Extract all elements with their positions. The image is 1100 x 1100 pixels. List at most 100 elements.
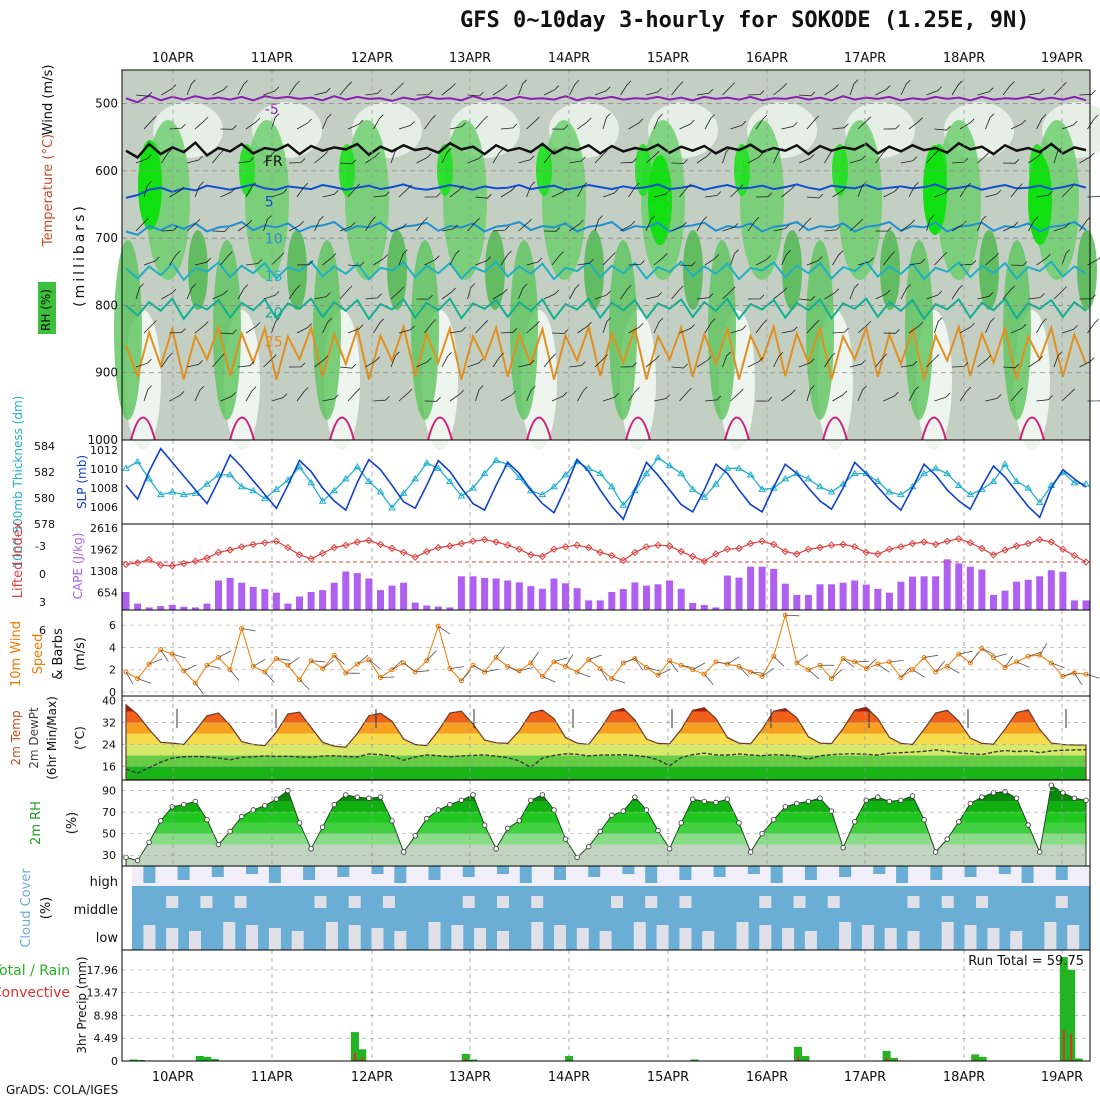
wind-barb — [1004, 655, 1014, 668]
wind-barb — [526, 116, 540, 130]
wind-speed-point — [262, 669, 268, 675]
wind-barb — [959, 182, 971, 198]
rh-point — [643, 807, 650, 813]
rh-point — [574, 854, 580, 861]
wind-barb — [1053, 286, 1067, 300]
wind-barb — [449, 250, 460, 266]
wind-barb — [704, 191, 722, 198]
wind-speed-point — [701, 671, 707, 677]
wind-barb — [569, 284, 580, 300]
cape-bar — [261, 589, 269, 610]
wind-barb — [796, 654, 809, 664]
wind-barb — [577, 259, 594, 266]
thickness-point — [341, 474, 350, 482]
low-cloud-cell — [884, 928, 897, 950]
wind-barb — [730, 120, 747, 130]
thickness-tick-label: 582 — [34, 466, 55, 479]
cape-bar — [816, 584, 824, 610]
wind-barb — [602, 113, 611, 130]
wind-barb — [569, 80, 580, 96]
wind-speed-point — [516, 668, 522, 674]
precip-bar — [203, 1056, 212, 1061]
date-label-bottom: 15APR — [647, 1070, 689, 1085]
high-cloud-cell — [896, 866, 909, 883]
lifted-index-point — [122, 560, 130, 569]
thickness-point — [769, 484, 778, 491]
rh-point — [516, 818, 522, 824]
wind-barb — [212, 85, 228, 96]
lifted-index-point — [989, 551, 998, 559]
lifted-index-point — [168, 562, 176, 570]
wind-barb — [288, 284, 301, 300]
wind-barb — [1028, 356, 1043, 368]
wind-barb — [135, 154, 152, 164]
wind-barb — [806, 385, 815, 402]
cape-bar — [122, 592, 130, 610]
thickness-point — [781, 474, 790, 482]
wind-barb — [475, 320, 489, 334]
wind-barb — [857, 116, 871, 130]
wind-barb — [722, 351, 731, 368]
date-label-top: 12APR — [351, 51, 393, 66]
rh-moist-band — [510, 240, 538, 420]
rh-point — [470, 792, 476, 798]
rh-color-band — [126, 812, 1086, 823]
wind-barb — [398, 121, 415, 130]
convective-bar — [1062, 1029, 1065, 1061]
wind-barb — [883, 251, 896, 266]
middle-cloud-cell — [793, 896, 806, 908]
lifted-index-point — [1024, 539, 1032, 548]
wind-barb — [696, 151, 712, 164]
precip-tick-label: 17.96 — [87, 964, 119, 977]
wind-barb — [543, 289, 560, 300]
wind-barb — [875, 226, 892, 232]
low-cloud-cell — [964, 925, 977, 950]
low-cloud-cell — [428, 922, 441, 950]
wind-speed-point — [354, 661, 360, 667]
wind-speed-point — [771, 653, 777, 659]
cape-bar — [492, 578, 500, 610]
wind-barb — [889, 660, 904, 663]
rh-point — [123, 854, 129, 861]
wind-barb — [1036, 191, 1053, 198]
wind-barb — [264, 671, 275, 683]
wind-speed-point — [643, 664, 649, 670]
wind-barb — [543, 227, 561, 232]
wind-barb — [218, 650, 232, 658]
rh-point — [354, 794, 360, 800]
rh-point — [551, 807, 557, 813]
cape-bar — [955, 563, 963, 610]
temperature-axis-label: Temperature (°C) — [41, 134, 56, 247]
thickness-point — [654, 453, 662, 461]
rh-very-moist-core — [138, 140, 162, 230]
cape-bar — [296, 596, 303, 610]
cape-bar — [596, 600, 604, 610]
wind-barb — [798, 358, 815, 368]
cape-bar — [654, 584, 662, 610]
wind-barb — [773, 287, 788, 300]
wind-barb — [212, 227, 229, 232]
isotherm-30-contour — [229, 416, 255, 441]
lifted-index-point — [677, 547, 685, 556]
wind-barb — [824, 225, 841, 232]
rh-point — [424, 815, 430, 822]
wind-speed-point — [331, 652, 337, 658]
rh2m-axis-label: (%) — [65, 812, 80, 835]
wind-barb — [441, 287, 456, 300]
thickness-point — [943, 469, 952, 477]
wind-barb — [551, 391, 568, 402]
thickness-point — [758, 485, 767, 492]
wind-barb — [237, 219, 253, 232]
rh-color-band — [126, 822, 1086, 834]
wind-barb — [339, 363, 357, 369]
wind-speed-point — [204, 662, 210, 668]
thickness-point — [353, 463, 362, 470]
thickness-point — [422, 459, 431, 466]
high-cloud-cell — [268, 866, 281, 883]
thickness-point — [376, 488, 385, 495]
wind-barb — [357, 654, 369, 665]
wind-barb — [985, 189, 1002, 198]
wind-barb — [645, 292, 662, 300]
low-cloud-cell — [325, 922, 338, 950]
